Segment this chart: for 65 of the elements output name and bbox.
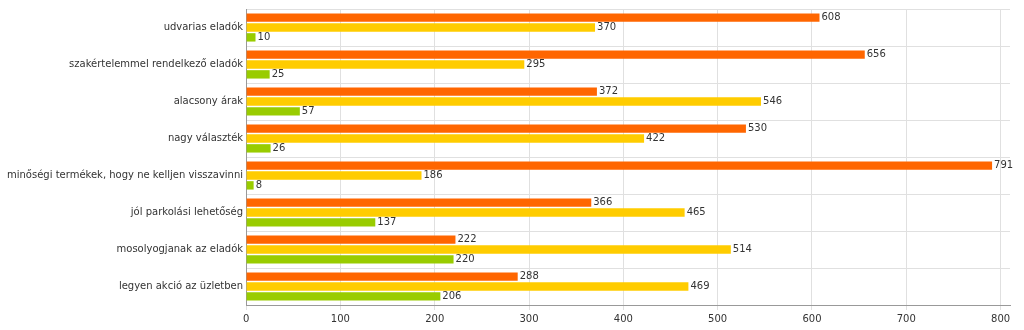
data-label: 546	[763, 95, 783, 107]
data-label: 206	[442, 289, 462, 301]
data-label: 791	[994, 159, 1014, 171]
data-label: 57	[301, 104, 315, 116]
y-tick-label: udvarias eladók	[163, 21, 244, 33]
data-label: 288	[519, 270, 539, 282]
data-label: 137	[377, 215, 397, 227]
data-label: 8	[255, 178, 262, 190]
x-tick-label: 200	[425, 312, 445, 324]
data-label: 186	[423, 169, 443, 181]
bar	[246, 70, 270, 79]
data-label: 469	[690, 280, 710, 292]
bar	[246, 23, 596, 32]
data-label: 10	[257, 30, 271, 42]
x-tick-label: 800	[991, 312, 1011, 324]
bar	[246, 218, 376, 227]
bar	[246, 33, 256, 42]
bar	[246, 50, 865, 59]
y-tick-label: legyen akció az üzletben	[118, 280, 244, 292]
bar	[246, 208, 685, 217]
bar	[246, 107, 300, 116]
bar	[246, 87, 597, 96]
bar	[246, 181, 254, 190]
bar	[246, 144, 271, 153]
data-label: 370	[597, 21, 617, 33]
bar	[246, 13, 820, 22]
bar	[246, 198, 592, 207]
y-tick-label: mosolyogjanak az eladók	[116, 243, 244, 255]
bar	[246, 124, 746, 133]
bar	[246, 282, 689, 291]
x-tick-label: 0	[242, 312, 250, 324]
x-tick-label: 600	[802, 312, 822, 324]
data-label: 465	[686, 206, 706, 218]
bar	[246, 97, 762, 106]
bar	[246, 161, 993, 170]
data-label: 372	[598, 85, 619, 97]
y-tick-label: minőségi termékek, hogy ne kelljen visszavinni	[6, 169, 244, 181]
x-tick-label: 700	[896, 312, 916, 324]
data-label: 608	[821, 11, 841, 23]
data-label: 220	[455, 252, 475, 264]
x-tick-label: 500	[708, 312, 728, 324]
data-label: 25	[271, 67, 285, 79]
bar	[246, 134, 645, 143]
y-tick-label: nagy választék	[167, 132, 244, 144]
bar	[246, 292, 441, 301]
y-tick-label: szakértelemmel rendelkező eladók	[69, 58, 244, 70]
x-tick-label: 100	[330, 312, 350, 324]
bar	[246, 60, 525, 69]
data-label: 530	[747, 122, 768, 134]
bar	[246, 255, 454, 264]
bar	[246, 235, 456, 244]
data-label: 366	[593, 196, 613, 208]
x-tick-label: 400	[613, 312, 633, 324]
y-tick-label: alacsony árak	[173, 95, 244, 107]
bar	[246, 171, 422, 180]
bar	[246, 245, 731, 254]
bar	[246, 272, 518, 281]
data-label: 514	[732, 243, 752, 255]
data-label: 656	[866, 48, 886, 60]
y-tick-label: jól parkolási lehetőség	[129, 206, 244, 218]
data-label: 295	[526, 58, 546, 70]
data-label: 26	[272, 141, 286, 153]
data-label: 222	[457, 233, 477, 245]
data-label: 422	[646, 132, 666, 144]
x-tick-label: 300	[519, 312, 539, 324]
